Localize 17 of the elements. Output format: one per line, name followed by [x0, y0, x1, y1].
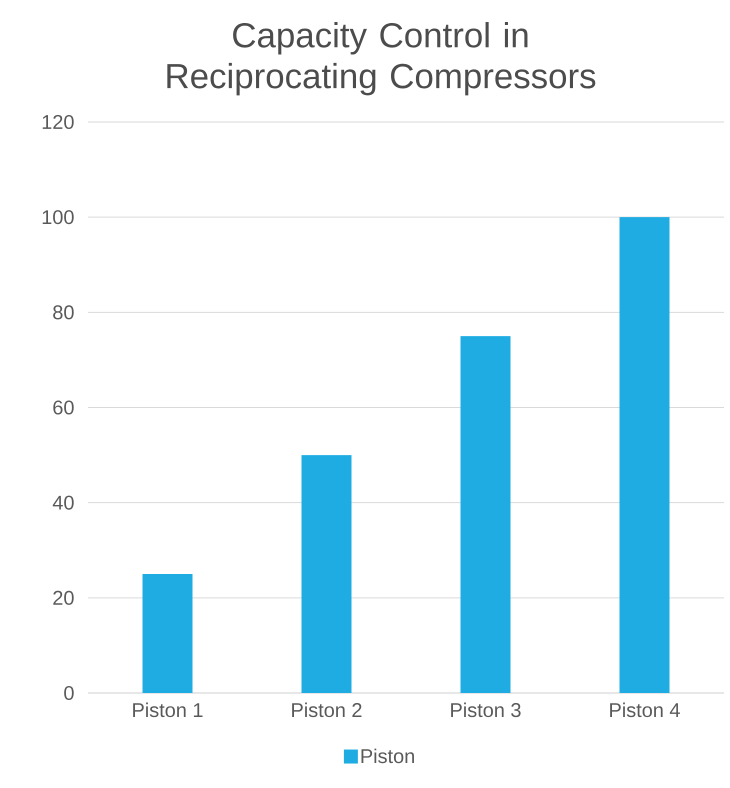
y-tick-label: 60 [53, 400, 74, 415]
legend-label: Piston [362, 748, 414, 764]
y-tick-label: 40 [52, 496, 74, 510]
x-tick-label: Piston 4 [610, 702, 680, 718]
bar [142, 574, 193, 693]
y-tick-label: 80 [53, 305, 74, 320]
bar [620, 217, 670, 693]
x-tick-label: Piston 2 [292, 702, 362, 718]
y-tick-label: 100 [42, 210, 74, 224]
y-tick-label: 0 [64, 686, 74, 700]
bar [460, 336, 511, 693]
x-tick-label: Piston 1 [133, 702, 203, 718]
bar [302, 455, 352, 693]
x-tick-label: Piston 3 [451, 702, 521, 718]
chart-title: Capacity Control in Reciprocating Compressors [167, 22, 596, 96]
y-tick-label: 120 [42, 114, 74, 130]
y-tick-label: 20 [53, 590, 74, 605]
